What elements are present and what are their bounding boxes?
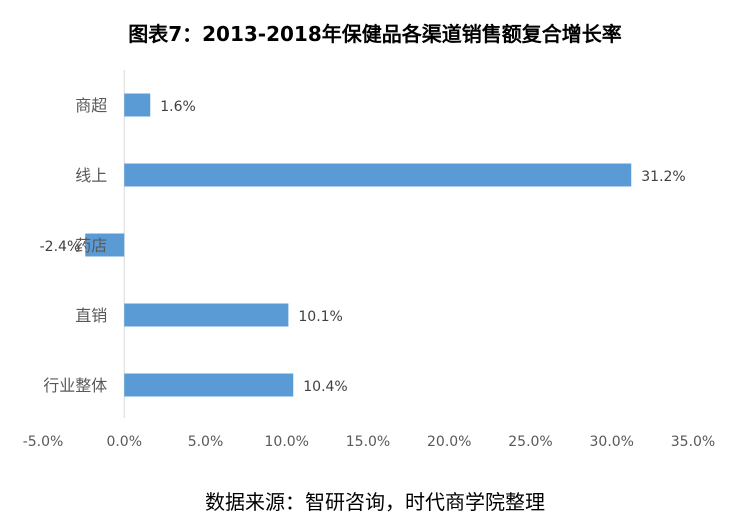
data-label-0: 1.6% [160,99,196,115]
bar-3 [124,303,289,327]
category-label-2: 药店 [75,236,107,255]
data-label-4: 10.4% [303,379,347,395]
x-tick-label-5: 20.0% [427,434,471,450]
x-tick-label-6: 25.0% [508,434,552,450]
category-label-1: 线上 [75,166,107,185]
x-tick-label-1: 0.0% [106,434,142,450]
category-label-0: 商超 [75,96,107,115]
x-tick-label-7: 30.0% [590,434,634,450]
bar-0 [124,93,151,117]
bar-1 [124,163,632,187]
data-label-3: 10.1% [298,309,342,325]
category-label-4: 行业整体 [43,376,107,395]
x-tick-label-0: -5.0% [23,434,64,450]
category-label-3: 直销 [75,306,107,325]
chart-title: 图表7：2013-2018年保健品各渠道销售额复合增长率 [128,22,622,46]
x-tick-label-8: 35.0% [671,434,715,450]
bar-4 [124,373,294,397]
x-tick-label-3: 10.0% [265,434,309,450]
source-note: 数据来源：智研咨询，时代商学院整理 [205,490,545,514]
x-tick-label-2: 5.0% [188,434,224,450]
data-label-1: 31.2% [641,169,685,185]
x-tick-label-4: 15.0% [346,434,390,450]
data-label-2: -2.4% [40,239,81,255]
bar-2 [85,233,125,257]
